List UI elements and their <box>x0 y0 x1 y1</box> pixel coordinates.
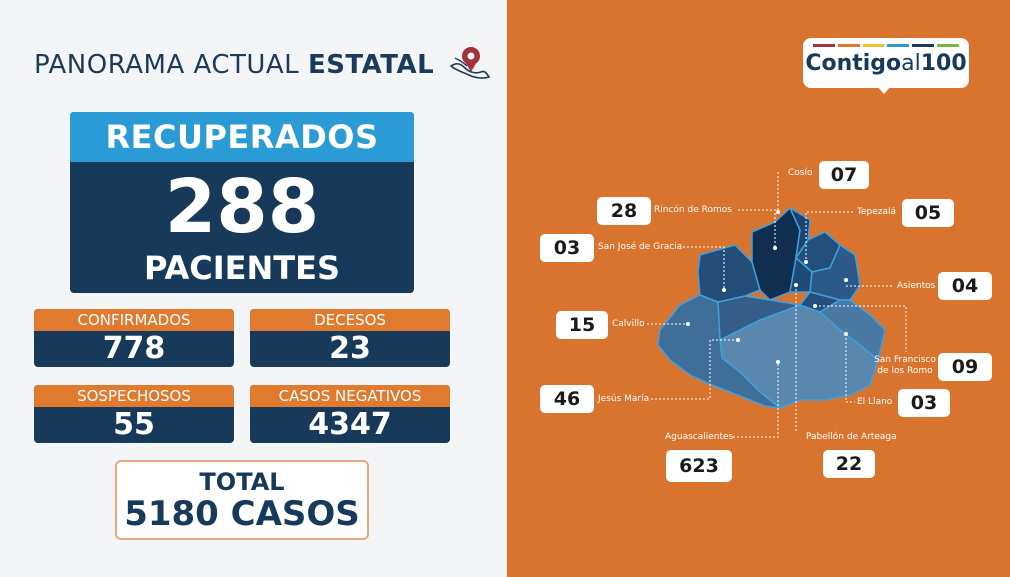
region-el-llano <box>818 299 886 362</box>
total-label: TOTAL <box>199 468 285 496</box>
badge-cosio: 07 <box>819 161 869 189</box>
map-dot <box>776 360 780 364</box>
badge-asientos: 04 <box>938 272 992 300</box>
badge-jesusmaria: 46 <box>540 385 594 413</box>
label-sanjose: San José de Gracia <box>598 242 683 252</box>
recuperados-unit: PACIENTES <box>143 249 341 287</box>
leader-sanjose <box>683 246 725 290</box>
recuperados-value: 288 <box>164 164 320 250</box>
sospechosos-value: 55 <box>113 407 155 442</box>
title-light: PANORAMA ACTUAL <box>34 50 300 80</box>
map-dot <box>844 278 848 282</box>
label-pabellon: Pabellón de Arteaga <box>806 432 897 442</box>
logo-tip <box>877 86 891 94</box>
title-bold: ESTATAL <box>307 50 435 80</box>
badge-llano: 03 <box>898 389 950 417</box>
logo-light: al <box>901 51 921 76</box>
logo-number: 100 <box>920 51 967 76</box>
confirmados-card: CONFIRMADOS 778 <box>34 309 234 367</box>
label-rincon: Rincón de Romos <box>654 205 732 215</box>
badge-sanjose: 03 <box>540 234 594 262</box>
label-jesusmaria: Jesús María <box>598 394 650 404</box>
confirmados-label: CONFIRMADOS <box>34 309 234 331</box>
label-asientos: Asientos <box>897 281 936 291</box>
leader-jesusmaria <box>651 339 738 400</box>
label-cosio: Cosío <box>788 168 813 178</box>
negativos-value: 4347 <box>308 407 392 442</box>
label-llano: El Llano <box>857 397 893 407</box>
recuperados-label: RECUPERADOS <box>70 112 414 162</box>
badge-rincon: 28 <box>597 197 651 225</box>
label-sanfrancisco: San Francisco de los Romo <box>874 355 936 376</box>
label-calvillo: Calvillo <box>612 319 645 329</box>
negativos-label: CASOS NEGATIVOS <box>250 385 450 407</box>
logo-bold: Contigo <box>805 51 902 76</box>
badge-pabellon: 22 <box>823 450 875 478</box>
label-aguascalientes: Aguascalientes <box>665 432 734 442</box>
badge-sanfrancisco: 09 <box>938 353 992 381</box>
badge-aguascalientes: 623 <box>666 450 732 482</box>
leader-llano <box>845 334 855 403</box>
sospechosos-card: SOSPECHOSOS 55 <box>34 385 234 443</box>
contigo-logo: Contigoal100 <box>803 38 969 94</box>
leader-rincon <box>738 209 776 248</box>
decesos-value: 23 <box>329 331 371 366</box>
leader-sanfrancisco <box>815 305 907 352</box>
map-dot <box>722 288 726 292</box>
badge-tepezala: 05 <box>902 199 954 227</box>
logo-color-bars <box>813 44 959 48</box>
badge-calvillo: 15 <box>556 311 608 339</box>
sospechosos-label: SOSPECHOSOS <box>34 385 234 407</box>
decesos-card: DECESOS 23 <box>250 309 450 367</box>
leader-aguascalientes <box>733 362 779 438</box>
map-dot <box>776 210 780 214</box>
total-value: 5180 CASOS <box>124 494 360 534</box>
left-panel: PANORAMA ACTUAL ESTATAL RECUPERADOS 288 … <box>0 0 507 577</box>
confirmados-value: 778 <box>102 331 166 366</box>
recuperados-card: RECUPERADOS 288 PACIENTES <box>70 112 414 293</box>
region-san-jose <box>697 244 761 303</box>
mexico-pin-icon <box>449 44 491 87</box>
page-title: PANORAMA ACTUAL ESTATAL <box>34 44 491 87</box>
map-dot <box>773 246 777 250</box>
total-card: TOTAL 5180 CASOS <box>115 460 369 540</box>
negativos-card: CASOS NEGATIVOS 4347 <box>250 385 450 443</box>
leader-tepezala <box>805 211 853 262</box>
logo-text: Contigoal100 <box>803 51 969 76</box>
decesos-label: DECESOS <box>250 309 450 331</box>
label-tepezala: Tepezalá <box>857 207 897 217</box>
